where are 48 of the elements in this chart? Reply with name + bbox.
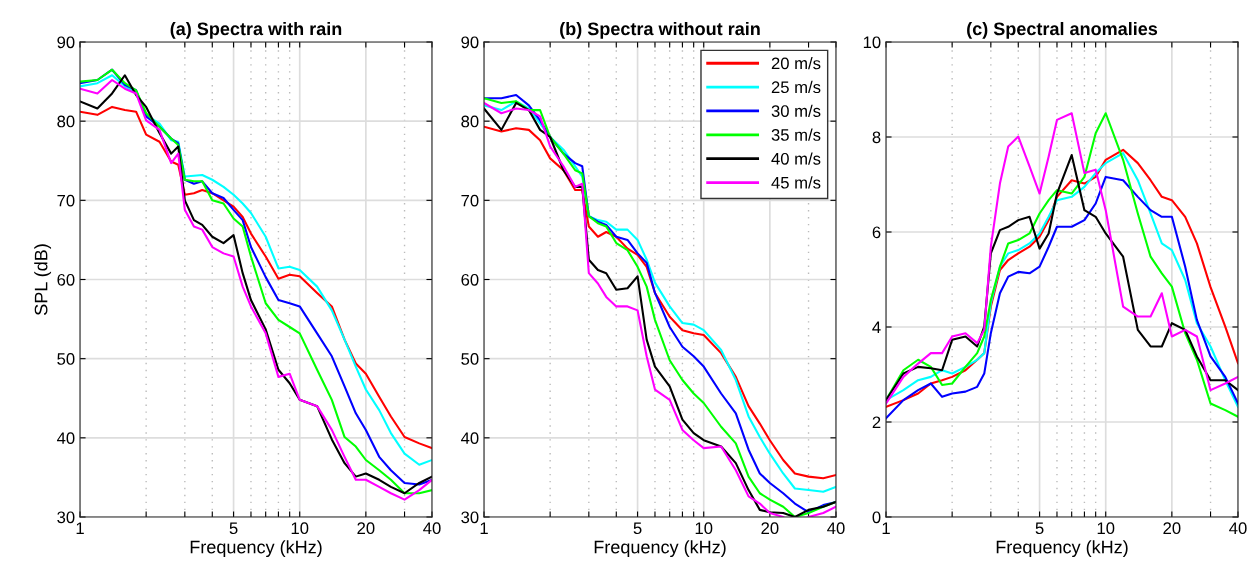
- y-tick-label: 50: [57, 353, 75, 365]
- x-tick-label: 20: [761, 522, 779, 535]
- y-tick-label: 6: [872, 226, 881, 239]
- y-tick-label: 30: [461, 511, 479, 524]
- x-tick-label: 1: [76, 522, 84, 534]
- x-tick-label: 20: [1163, 522, 1181, 535]
- legend-label: 25 m/s: [771, 80, 821, 94]
- legend-label: 45 m/s: [771, 176, 821, 189]
- y-tick-label: 2: [872, 416, 881, 429]
- legend-label: 35 m/s: [771, 128, 821, 141]
- y-tick-label: 10: [863, 36, 881, 49]
- x-tick-label: 40: [1229, 522, 1247, 535]
- y-tick-label: 30: [57, 511, 75, 524]
- x-tick-label: 1: [480, 522, 488, 534]
- y-tick-label: 40: [56, 432, 75, 445]
- y-axis-title: SPL (dB): [34, 244, 52, 315]
- x-tick-label: 5: [1035, 522, 1044, 535]
- y-tick-label: 80: [57, 115, 75, 128]
- x-axis-title: Frequency (kHz): [996, 540, 1128, 558]
- x-axis-title: Frequency (kHz): [190, 540, 322, 558]
- legend-label: 30 m/s: [771, 104, 821, 117]
- y-tick-label: 4: [872, 321, 881, 334]
- chart-title: (a) Spectra with rain: [170, 21, 342, 39]
- y-tick-label: 90: [57, 36, 75, 49]
- chart-title: (c) Spectral anomalies: [967, 21, 1158, 39]
- y-tick-label: 90: [461, 36, 479, 49]
- x-axis-title: Frequency (kHz): [594, 540, 726, 558]
- x-tick-label: 5: [633, 522, 642, 535]
- y-tick-label: 70: [461, 194, 479, 207]
- y-tick-label: 80: [461, 115, 479, 128]
- x-tick-label: 10: [695, 522, 713, 535]
- legend-label: 40 m/s: [771, 152, 821, 165]
- y-tick-label: 70: [57, 194, 75, 207]
- x-tick-label: 40: [827, 522, 845, 535]
- y-tick-label: 0: [872, 511, 881, 524]
- x-tick-label: 10: [1097, 522, 1115, 535]
- chart-title: (b) Spectra without rain: [560, 21, 760, 39]
- legend-label: 20 m/s: [771, 57, 821, 70]
- x-tick-label: 5: [229, 522, 238, 535]
- x-tick-label: 1: [882, 522, 890, 534]
- y-tick-label: 8: [872, 131, 881, 144]
- x-tick-label: 40: [423, 522, 441, 535]
- y-tick-label: 40: [460, 432, 479, 445]
- x-tick-label: 20: [357, 522, 375, 535]
- y-tick-label: 60: [461, 273, 479, 286]
- y-tick-label: 50: [461, 353, 479, 365]
- x-tick-label: 10: [291, 522, 309, 535]
- y-tick-label: 60: [57, 273, 75, 286]
